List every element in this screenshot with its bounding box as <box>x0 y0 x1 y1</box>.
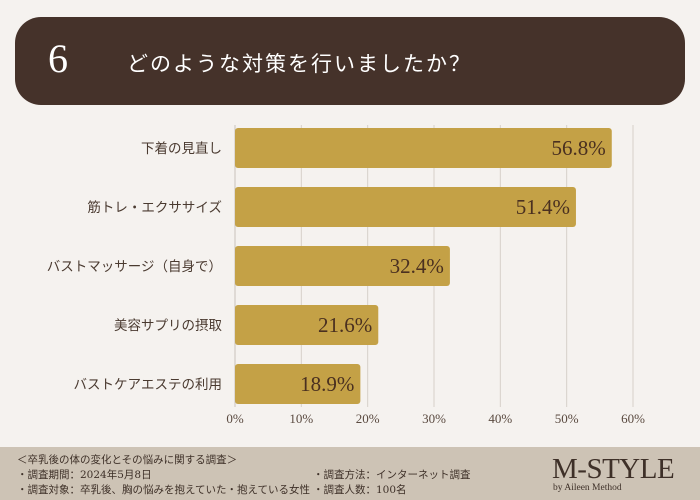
bar <box>235 128 612 168</box>
category-label: バストマッサージ（自身で） <box>47 259 222 275</box>
survey-target: ・調査対象：卒乳後、胸の悩みを抱えていた・抱えている女性 <box>17 484 310 496</box>
category-label: 筋トレ・エクササイズ <box>87 199 222 216</box>
data-label: 32.4% <box>390 254 444 278</box>
brand-logo: M-STYLE <box>552 453 675 485</box>
bar <box>235 364 361 404</box>
survey-method: ・調査方法：インターネット調査 <box>313 469 471 481</box>
bar-chart: 0% 10% 20% 30% 40% 50% 60% 下着の見直し 56.8% 筋トレ・エクササイ… <box>47 125 645 426</box>
x-tick-label: 10% <box>289 411 313 426</box>
data-label: 21.6% <box>318 313 372 337</box>
data-label: 56.8% <box>552 136 606 160</box>
question-title: どのような対策を行いましたか？ <box>127 52 472 76</box>
category-label: 美容サプリの摂取 <box>114 317 222 334</box>
x-tick-label: 0% <box>226 411 244 426</box>
data-label: 51.4% <box>516 195 570 219</box>
x-tick-label: 20% <box>356 411 380 426</box>
x-tick-label: 50% <box>555 411 579 426</box>
brand-logo-subtitle: by Aileen Method <box>553 483 622 493</box>
data-label: 18.9% <box>300 372 354 396</box>
category-label: 下着の見直し <box>141 140 222 157</box>
bar <box>235 187 576 227</box>
x-tick-label: 40% <box>488 411 512 426</box>
x-tick-label: 60% <box>621 411 645 426</box>
category-label: バストケアエステの利用 <box>74 377 223 393</box>
survey-count: ・調査人数：100名 <box>313 484 407 496</box>
bar <box>235 305 379 345</box>
bar <box>235 246 450 286</box>
x-tick-label: 30% <box>422 411 446 426</box>
survey-period: ・調査期間：2024年5月8日 <box>17 469 152 481</box>
question-header: 6 どのような対策を行いましたか？ <box>15 17 685 105</box>
survey-footer: ＜卒乳後の体の変化とその悩みに関する調査＞ ・調査期間：2024年5月8日 ・調… <box>0 447 700 500</box>
question-number: 6 <box>48 36 68 81</box>
survey-title: ＜卒乳後の体の変化とその悩みに関する調査＞ <box>17 454 238 466</box>
